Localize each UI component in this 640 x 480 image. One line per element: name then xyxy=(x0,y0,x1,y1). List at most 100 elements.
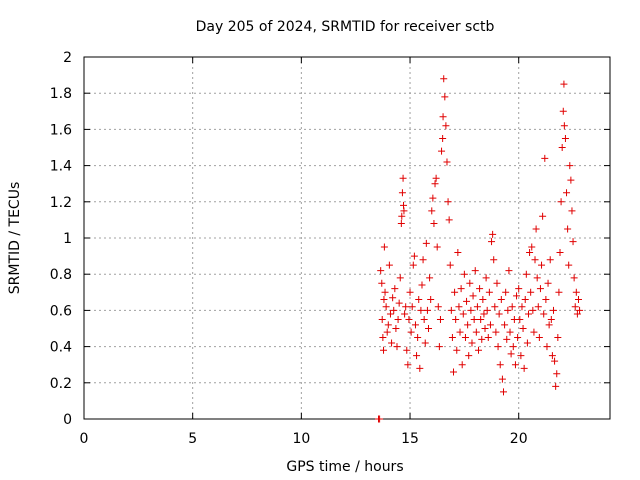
data-point xyxy=(459,310,467,318)
data-point xyxy=(380,346,388,354)
data-point xyxy=(468,339,476,347)
y-tick-label: 0.4 xyxy=(50,340,72,356)
data-point xyxy=(402,303,410,311)
data-point xyxy=(452,315,460,323)
data-point xyxy=(426,274,434,282)
data-point xyxy=(475,346,482,354)
data-point xyxy=(389,294,397,302)
data-point xyxy=(527,288,535,296)
data-point xyxy=(571,303,579,311)
data-point xyxy=(494,343,502,351)
data-point xyxy=(485,288,493,296)
data-point xyxy=(377,267,385,275)
data-point xyxy=(456,328,464,336)
data-point xyxy=(440,75,448,83)
x-tick-label: 15 xyxy=(401,431,419,447)
x-tick-label: 0 xyxy=(80,431,89,447)
data-point xyxy=(421,339,429,347)
data-point xyxy=(546,256,554,264)
data-point xyxy=(434,303,442,311)
data-point xyxy=(403,346,411,354)
data-point xyxy=(390,306,398,314)
data-point xyxy=(569,238,577,246)
data-point xyxy=(473,303,481,311)
data-point xyxy=(547,315,555,323)
data-point xyxy=(492,328,500,336)
data-point xyxy=(423,306,431,314)
data-point xyxy=(433,243,441,251)
data-point xyxy=(542,296,550,304)
data-point xyxy=(480,310,488,318)
data-point xyxy=(398,189,406,197)
data-point xyxy=(488,238,496,246)
data-point xyxy=(420,315,428,323)
data-point xyxy=(427,296,435,304)
grid-lines xyxy=(84,57,610,419)
data-point xyxy=(409,261,417,269)
data-point xyxy=(517,352,525,360)
data-point xyxy=(408,303,416,311)
data-point xyxy=(430,220,438,228)
data-point xyxy=(450,368,458,376)
data-point xyxy=(471,267,479,275)
data-point xyxy=(431,180,439,188)
data-point xyxy=(531,256,539,264)
data-point xyxy=(472,328,480,336)
data-point xyxy=(558,144,566,151)
data-point xyxy=(454,248,462,256)
data-point xyxy=(524,310,532,318)
data-point xyxy=(442,122,450,130)
data-point xyxy=(378,315,386,323)
data-point xyxy=(478,335,486,343)
data-point xyxy=(477,315,485,323)
data-point xyxy=(481,325,489,332)
data-point xyxy=(406,288,414,296)
data-point xyxy=(460,270,468,278)
data-point xyxy=(514,334,522,342)
data-point xyxy=(404,361,412,369)
data-point xyxy=(507,350,515,358)
data-point xyxy=(530,328,538,336)
data-point xyxy=(519,325,527,332)
data-point xyxy=(466,279,474,287)
data-point xyxy=(380,296,388,304)
data-point xyxy=(552,382,560,390)
data-point xyxy=(561,134,569,142)
data-point xyxy=(469,292,477,300)
data-point xyxy=(416,364,424,372)
data-point xyxy=(418,281,426,289)
y-tick-label: 0.2 xyxy=(50,376,72,392)
data-point xyxy=(400,207,408,215)
x-axis-label: GPS time / hours xyxy=(286,459,403,475)
data-point xyxy=(555,288,563,296)
data-point xyxy=(428,207,436,215)
data-point xyxy=(429,194,437,202)
data-point xyxy=(521,296,529,304)
data-point xyxy=(435,343,443,351)
data-point xyxy=(564,225,572,233)
y-axis-label: SRMTID / TECUs xyxy=(7,182,23,295)
data-point xyxy=(576,306,584,314)
data-point xyxy=(573,310,581,318)
data-point xyxy=(545,321,553,329)
data-point xyxy=(445,216,453,224)
data-point xyxy=(394,315,402,323)
data-point xyxy=(553,370,561,378)
data-point xyxy=(385,261,393,269)
data-point xyxy=(432,174,440,182)
data-point xyxy=(484,334,492,342)
data-point xyxy=(443,158,451,166)
data-point xyxy=(497,296,505,304)
data-point xyxy=(529,306,537,314)
data-point xyxy=(398,212,406,220)
data-point xyxy=(570,274,578,282)
data-point xyxy=(457,285,465,293)
data-point xyxy=(415,296,423,304)
data-point xyxy=(476,285,484,293)
data-point xyxy=(544,279,552,287)
data-point xyxy=(533,274,541,282)
data-point xyxy=(496,361,504,369)
data-point xyxy=(380,243,388,251)
data-point xyxy=(536,285,544,293)
